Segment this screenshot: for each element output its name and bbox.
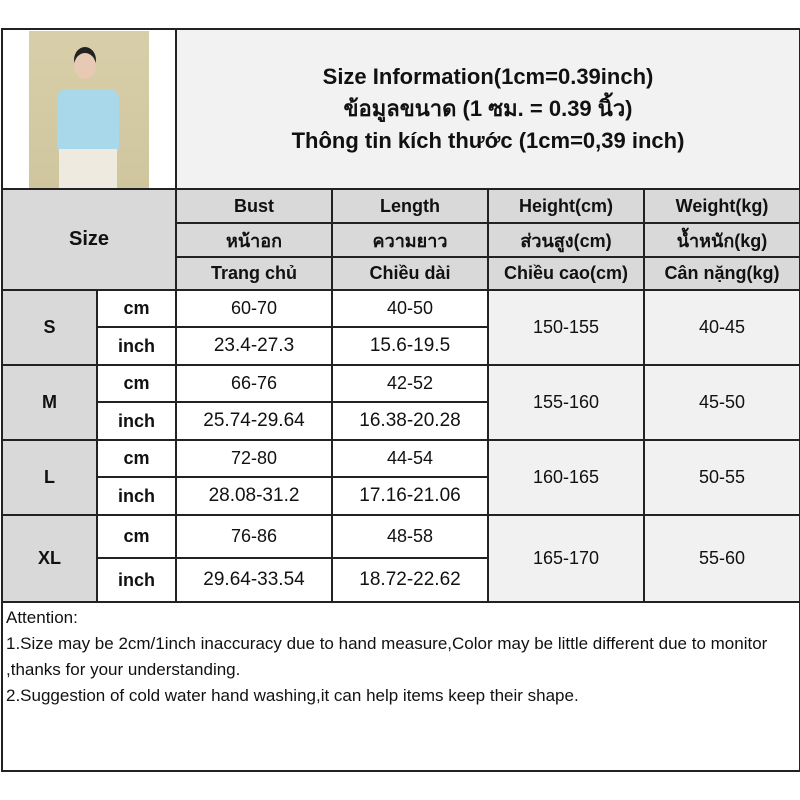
title-en: Size Information(1cm=0.39inch) <box>322 64 654 89</box>
bust-inch: 29.64-33.54 <box>175 557 333 603</box>
height-value: 150-155 <box>487 289 645 366</box>
unit-inch: inch <box>96 557 177 603</box>
col-bust-vi: Trang chủ <box>175 256 333 291</box>
col-weight-en: Weight(kg) <box>643 188 800 224</box>
size-label: L <box>1 439 98 516</box>
col-height-vi: Chiều cao(cm) <box>487 256 645 291</box>
unit-cm: cm <box>96 289 177 328</box>
attention-note: 1.Size may be 2cm/1inch inaccuracy due t… <box>6 634 768 679</box>
length-cm: 44-54 <box>331 439 489 478</box>
col-length-th: ความยาว <box>331 222 489 258</box>
size-row-inch: inch 29.64-33.54 18.72-22.62 <box>2 557 800 603</box>
unit-cm: cm <box>96 514 177 559</box>
unit-inch: inch <box>96 476 177 516</box>
height-value: 165-170 <box>487 514 645 603</box>
weight-value: 45-50 <box>643 364 800 441</box>
size-row-cm: M cm 66-76 42-52 155-160 45-50 <box>1 364 800 441</box>
height-value: 160-165 <box>487 439 645 516</box>
size-label: M <box>1 364 98 441</box>
col-weight-vi: Cân nặng(kg) <box>643 256 800 291</box>
length-cm: 40-50 <box>331 289 489 328</box>
unit-inch: inch <box>96 326 177 366</box>
weight-value: 40-45 <box>643 289 800 366</box>
title-th: ข้อมูลขนาด (1 ซม. = 0.39 นิ้ว) <box>343 96 633 121</box>
weight-value: 50-55 <box>643 439 800 516</box>
col-height-en: Height(cm) <box>487 188 645 224</box>
col-length-en: Length <box>331 188 489 224</box>
bust-cm: 72-80 <box>175 439 333 478</box>
size-row-inch: inch 28.08-31.2 17.16-21.06 <box>2 476 800 516</box>
size-label: S <box>1 289 98 366</box>
size-row-inch: inch 25.74-29.64 16.38-20.28 <box>2 401 800 441</box>
length-inch: 18.72-22.62 <box>331 557 489 603</box>
col-bust-en: Bust <box>175 188 333 224</box>
length-inch: 16.38-20.28 <box>331 401 489 441</box>
unit-cm: cm <box>96 439 177 478</box>
col-weight-th: น้ำหนัก(kg) <box>643 222 800 258</box>
length-inch: 17.16-21.06 <box>331 476 489 516</box>
size-row-cm: S cm 60-70 40-50 150-155 40-45 <box>1 289 800 366</box>
product-photo <box>29 30 149 188</box>
title-cell: Size Information(1cm=0.39inch) ข้อมูลขนา… <box>175 28 800 190</box>
col-length-vi: Chiều dài <box>331 256 489 291</box>
size-row-inch: inch 23.4-27.3 15.6-19.5 <box>2 326 800 366</box>
attention-heading: Attention: <box>6 608 78 627</box>
product-photo-cell <box>1 28 177 190</box>
size-row-cm: XL cm 76-86 48-58 165-170 55-60 <box>1 514 800 603</box>
length-cm: 42-52 <box>331 364 489 403</box>
attention-note: 2.Suggestion of cold water hand washing,… <box>6 686 579 705</box>
title-vi: Thông tin kích thước (1cm=0,39 inch) <box>291 128 685 153</box>
size-chart-table: Size Information(1cm=0.39inch) ข้อมูลขนา… <box>1 28 800 772</box>
bust-inch: 25.74-29.64 <box>175 401 333 441</box>
bust-inch: 28.08-31.2 <box>175 476 333 516</box>
bust-cm: 66-76 <box>175 364 333 403</box>
col-height-th: ส่วนสูง(cm) <box>487 222 645 258</box>
height-value: 155-160 <box>487 364 645 441</box>
length-cm: 48-58 <box>331 514 489 559</box>
size-header: Size <box>1 188 177 291</box>
attention-section: Attention: 1.Size may be 2cm/1inch inacc… <box>1 601 800 772</box>
length-inch: 15.6-19.5 <box>331 326 489 366</box>
col-bust-th: หน้าอก <box>175 222 333 258</box>
bust-inch: 23.4-27.3 <box>175 326 333 366</box>
bust-cm: 60-70 <box>175 289 333 328</box>
size-row-cm: L cm 72-80 44-54 160-165 50-55 <box>1 439 800 516</box>
unit-inch: inch <box>96 401 177 441</box>
bust-cm: 76-86 <box>175 514 333 559</box>
size-label: XL <box>1 514 98 603</box>
weight-value: 55-60 <box>643 514 800 603</box>
unit-cm: cm <box>96 364 177 403</box>
